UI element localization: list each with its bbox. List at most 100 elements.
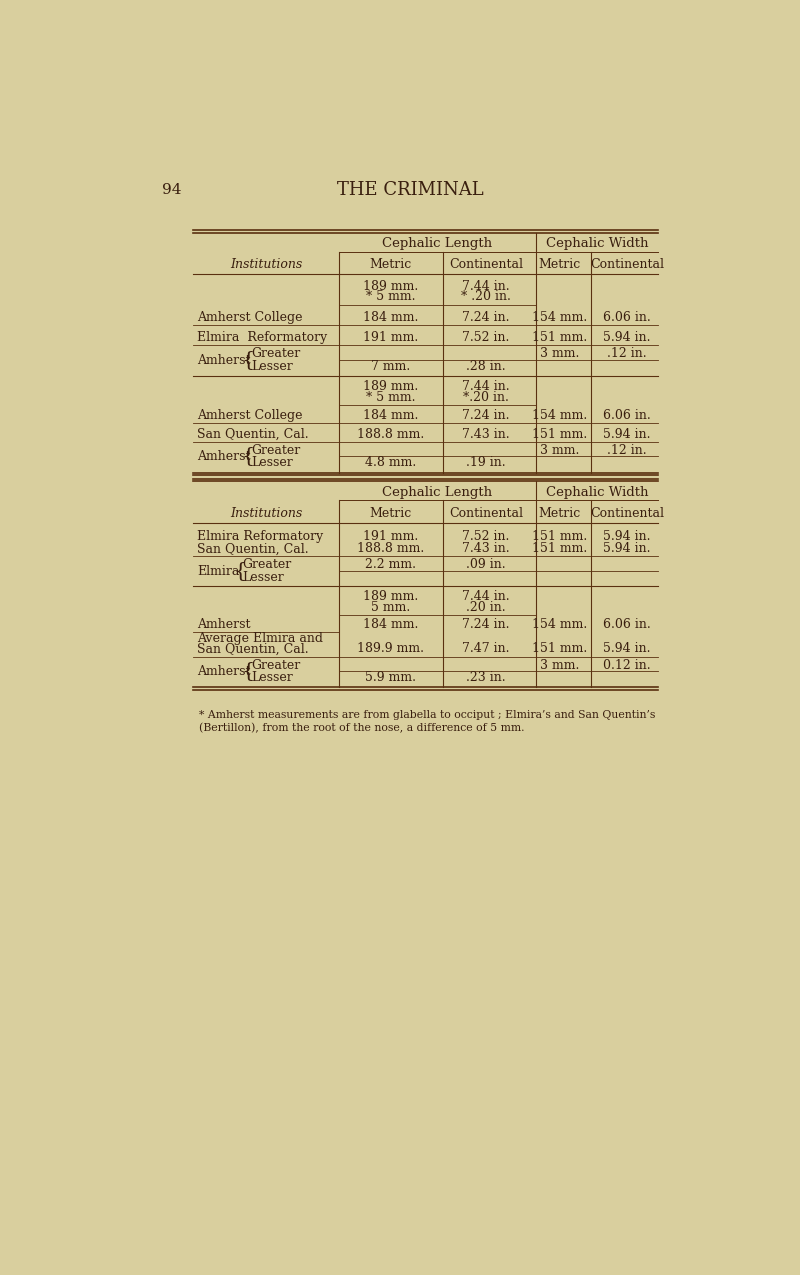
Text: 7 mm.: 7 mm. [371, 360, 410, 372]
Text: 7.44 in.: 7.44 in. [462, 590, 510, 603]
Text: Metric: Metric [370, 258, 412, 272]
Text: 5.94 in.: 5.94 in. [603, 330, 650, 343]
Text: 7.43 in.: 7.43 in. [462, 427, 510, 441]
Text: .20 in.: .20 in. [466, 601, 506, 613]
Text: 151 mm.: 151 mm. [532, 530, 587, 543]
Text: * Amherst measurements are from glabella to occiput ; Elmira’s and San Quentin’s: * Amherst measurements are from glabella… [199, 710, 655, 720]
Text: * 5 mm.: * 5 mm. [366, 291, 415, 303]
Text: .12 in.: .12 in. [607, 444, 647, 456]
Text: 7.24 in.: 7.24 in. [462, 409, 510, 422]
Text: {: { [242, 351, 255, 370]
Text: Greater: Greater [242, 558, 291, 571]
Text: San Quentin, Cal.: San Quentin, Cal. [197, 542, 309, 556]
Text: Greater: Greater [251, 659, 300, 672]
Text: 189 mm.: 189 mm. [363, 279, 418, 293]
Text: Average Elmira and: Average Elmira and [197, 631, 323, 645]
Text: 5.9 mm.: 5.9 mm. [365, 671, 416, 683]
Text: 6.06 in.: 6.06 in. [603, 618, 651, 631]
Text: Lesser: Lesser [251, 671, 293, 683]
Text: Cephalic Width: Cephalic Width [546, 486, 648, 499]
Text: Lesser: Lesser [251, 456, 293, 469]
Text: 151 mm.: 151 mm. [532, 330, 587, 343]
Text: Metric: Metric [538, 507, 581, 520]
Text: 151 mm.: 151 mm. [532, 427, 587, 441]
Text: 7.43 in.: 7.43 in. [462, 542, 510, 556]
Text: Continental: Continental [590, 258, 664, 272]
Text: {: { [234, 561, 246, 580]
Text: Greater: Greater [251, 348, 300, 361]
Text: Amherst: Amherst [197, 664, 250, 678]
Text: .09 in.: .09 in. [466, 558, 506, 571]
Text: {: { [242, 446, 255, 465]
Text: * 5 mm.: * 5 mm. [366, 390, 415, 404]
Text: 3 mm.: 3 mm. [540, 444, 579, 456]
Text: Cephalic Length: Cephalic Length [382, 486, 492, 499]
Text: 7.52 in.: 7.52 in. [462, 330, 510, 343]
Text: 189.9 mm.: 189.9 mm. [357, 643, 424, 655]
Text: (Bertillon), from the root of the nose, a difference of 5 mm.: (Bertillon), from the root of the nose, … [199, 723, 525, 733]
Text: 4.8 mm.: 4.8 mm. [365, 456, 416, 469]
Text: Lesser: Lesser [251, 360, 293, 372]
Text: 184 mm.: 184 mm. [363, 618, 418, 631]
Text: Amherst College: Amherst College [197, 311, 302, 324]
Text: 3 mm.: 3 mm. [540, 659, 579, 672]
Text: Institutions: Institutions [230, 258, 302, 272]
Text: 5.94 in.: 5.94 in. [603, 643, 650, 655]
Text: 184 mm.: 184 mm. [363, 311, 418, 324]
Text: 188.8 mm.: 188.8 mm. [357, 542, 424, 556]
Text: 5.94 in.: 5.94 in. [603, 542, 650, 556]
Text: .19 in.: .19 in. [466, 456, 506, 469]
Text: 151 mm.: 151 mm. [532, 643, 587, 655]
Text: Cephalic Length: Cephalic Length [382, 237, 492, 250]
Text: *.20 in.: *.20 in. [463, 390, 509, 404]
Text: 189 mm.: 189 mm. [363, 590, 418, 603]
Text: Amherst: Amherst [197, 353, 250, 367]
Text: Greater: Greater [251, 444, 300, 456]
Text: Lesser: Lesser [242, 571, 283, 584]
Text: Institutions: Institutions [230, 507, 302, 520]
Text: 189 mm.: 189 mm. [363, 380, 418, 393]
Text: .28 in.: .28 in. [466, 360, 506, 372]
Text: Elmira: Elmira [197, 565, 239, 578]
Text: 7.44 in.: 7.44 in. [462, 279, 510, 293]
Text: 5.94 in.: 5.94 in. [603, 530, 650, 543]
Text: {: { [242, 662, 255, 681]
Text: Cephalic Width: Cephalic Width [546, 237, 648, 250]
Text: 7.52 in.: 7.52 in. [462, 530, 510, 543]
Text: 7.44 in.: 7.44 in. [462, 380, 510, 393]
Text: 154 mm.: 154 mm. [532, 311, 587, 324]
Text: 94: 94 [162, 182, 182, 196]
Text: Metric: Metric [370, 507, 412, 520]
Text: 5 mm.: 5 mm. [371, 601, 410, 613]
Text: Continental: Continental [449, 507, 523, 520]
Text: 191 mm.: 191 mm. [363, 330, 418, 343]
Text: 191 mm.: 191 mm. [363, 530, 418, 543]
Text: Continental: Continental [449, 258, 523, 272]
Text: 151 mm.: 151 mm. [532, 542, 587, 556]
Text: Elmira  Reformatory: Elmira Reformatory [197, 330, 327, 343]
Text: Continental: Continental [590, 507, 664, 520]
Text: * .20 in.: * .20 in. [461, 291, 511, 303]
Text: Amherst: Amherst [197, 618, 250, 631]
Text: 0.12 in.: 0.12 in. [603, 659, 651, 672]
Text: San Quentin, Cal.: San Quentin, Cal. [197, 427, 309, 441]
Text: 2.2 mm.: 2.2 mm. [365, 558, 416, 571]
Text: 6.06 in.: 6.06 in. [603, 409, 651, 422]
Text: San Quentin, Cal.: San Quentin, Cal. [197, 643, 309, 655]
Text: Amherst: Amherst [197, 450, 250, 463]
Text: .12 in.: .12 in. [607, 348, 647, 361]
Text: 7.24 in.: 7.24 in. [462, 311, 510, 324]
Text: 3 mm.: 3 mm. [540, 348, 579, 361]
Text: 6.06 in.: 6.06 in. [603, 311, 651, 324]
Text: 7.47 in.: 7.47 in. [462, 643, 510, 655]
Text: 184 mm.: 184 mm. [363, 409, 418, 422]
Text: 188.8 mm.: 188.8 mm. [357, 427, 424, 441]
Text: THE CRIMINAL: THE CRIMINAL [337, 181, 483, 199]
Text: 154 mm.: 154 mm. [532, 618, 587, 631]
Text: 7.24 in.: 7.24 in. [462, 618, 510, 631]
Text: 5.94 in.: 5.94 in. [603, 427, 650, 441]
Text: .23 in.: .23 in. [466, 671, 506, 683]
Text: Metric: Metric [538, 258, 581, 272]
Text: Elmira Reformatory: Elmira Reformatory [197, 530, 323, 543]
Text: 154 mm.: 154 mm. [532, 409, 587, 422]
